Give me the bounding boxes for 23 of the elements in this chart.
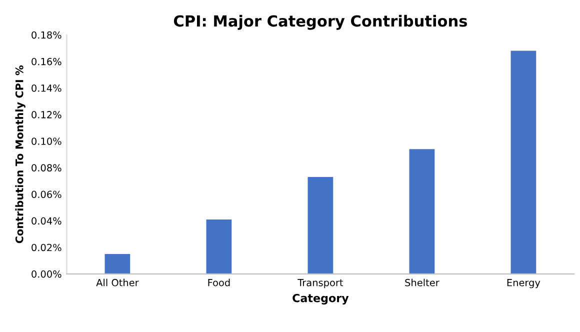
y-tick-label: 0.16% [32, 58, 62, 66]
y-tick-label: 0.14% [32, 84, 62, 92]
bar [308, 176, 334, 274]
bar [510, 50, 536, 274]
x-tick-label: All Other [96, 278, 139, 286]
x-tick-label: Shelter [405, 278, 440, 286]
y-tick-label: 0.12% [32, 111, 62, 118]
bar [409, 149, 435, 274]
y-tick-label: 0.02% [32, 244, 62, 252]
x-tick-label: Transport [298, 279, 344, 288]
y-axis-title: Contribution To Monthly CPI % [15, 65, 26, 244]
bar [206, 219, 232, 274]
y-tick-label: 0.06% [32, 190, 62, 198]
y-tick-label: 0.00% [32, 270, 62, 278]
y-tick-label: 0.18% [32, 31, 62, 39]
y-tick-label: 0.10% [32, 138, 62, 145]
x-tick-label: Food [208, 278, 230, 286]
y-tick-label: 0.04% [32, 217, 62, 225]
bar [104, 254, 130, 274]
y-tick-label: 0.08% [32, 164, 62, 172]
chart-title: CPI: Major Category Contributions [174, 14, 467, 30]
x-tick-label: Energy [507, 279, 540, 288]
x-axis-title: Category [292, 294, 349, 304]
